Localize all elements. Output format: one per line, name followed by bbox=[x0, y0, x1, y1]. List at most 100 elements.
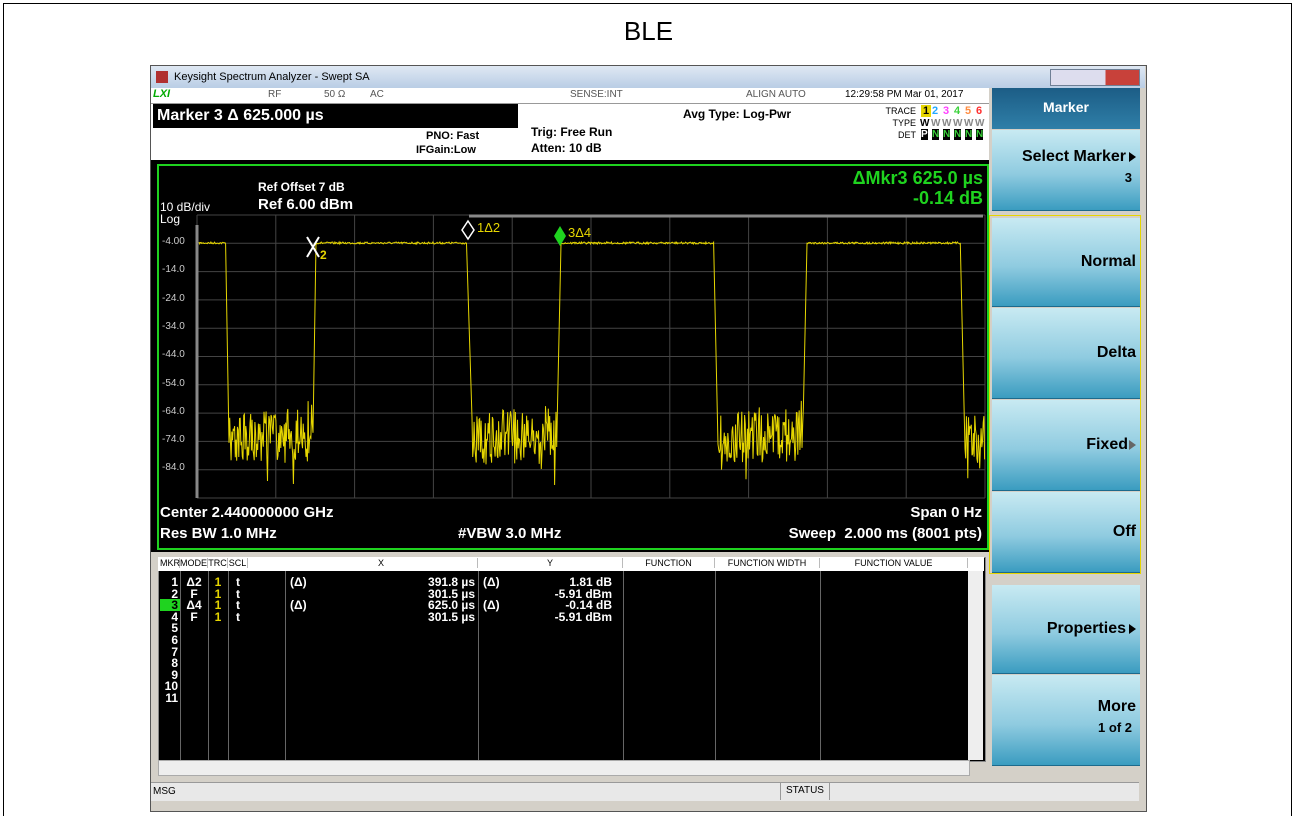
y-value: -0.14 dB bbox=[565, 598, 612, 613]
mode: Δ4 bbox=[186, 598, 202, 613]
trace-number: 5 bbox=[965, 105, 972, 117]
mkr: 3 bbox=[160, 599, 180, 612]
trace-det: N bbox=[976, 129, 984, 140]
vbw: #VBW 3.0 MHz bbox=[458, 525, 562, 542]
marker-3-label: 3Δ4 bbox=[568, 225, 592, 240]
log: Log bbox=[160, 212, 181, 226]
column-header: FUNCTION bbox=[623, 558, 715, 568]
type-label: TYPE bbox=[892, 118, 916, 128]
h-scrollbar[interactable] bbox=[158, 760, 970, 776]
softkey-arrow bbox=[1129, 152, 1136, 162]
window-controls[interactable] bbox=[1050, 69, 1140, 86]
trace-type: W bbox=[931, 118, 941, 129]
scl: t bbox=[236, 575, 240, 589]
mode: F bbox=[190, 609, 198, 624]
column-header: SCL bbox=[228, 558, 248, 568]
trc: 1 bbox=[214, 586, 222, 601]
softkey[interactable]: Select Marker 3 bbox=[992, 130, 1140, 211]
column-header: MODE bbox=[180, 558, 208, 568]
softkey[interactable]: Properties bbox=[992, 585, 1140, 674]
mkr: 10 bbox=[164, 679, 178, 694]
trace bbox=[198, 240, 986, 486]
coupling: AC bbox=[370, 89, 384, 100]
softkey[interactable]: Delta bbox=[992, 308, 1140, 399]
mkr: 1 bbox=[171, 575, 178, 589]
trace-number: 4 bbox=[954, 105, 961, 117]
ref-offset: Ref Offset 7 dB bbox=[258, 180, 345, 194]
y-tick-label: -74.0 bbox=[162, 434, 185, 446]
y-tick-label: -84.0 bbox=[162, 462, 185, 474]
y-tick-label: -4.00 bbox=[162, 236, 185, 247]
ref-level: Ref 6.00 dBm bbox=[258, 196, 354, 213]
mkr: 11 bbox=[165, 691, 178, 705]
trace-det: N bbox=[943, 129, 951, 140]
trace-det: N bbox=[965, 129, 973, 140]
softkey[interactable]: More 1 of 2 bbox=[992, 675, 1140, 766]
y-ref: (Δ) bbox=[483, 575, 500, 589]
x-value: 625.0 µs bbox=[428, 598, 475, 613]
align: ALIGN AUTO bbox=[746, 89, 806, 100]
det-label: DET bbox=[898, 130, 916, 140]
softkey[interactable]: Off bbox=[992, 492, 1140, 573]
y-tick-label: -44.0 bbox=[162, 349, 185, 361]
sweep: Sweep 2.000 ms (8001 pts) bbox=[788, 525, 982, 542]
column-divider bbox=[478, 571, 479, 760]
column-divider bbox=[208, 571, 209, 760]
softkey-arrow bbox=[1129, 624, 1136, 634]
trace-type: W bbox=[953, 118, 963, 129]
trace-type: W bbox=[964, 118, 974, 129]
v-scrollbar[interactable] bbox=[968, 571, 983, 760]
y-tick-label: -34.0 bbox=[162, 320, 185, 332]
softkey-label: Properties bbox=[1046, 620, 1126, 637]
trace-type: W bbox=[920, 118, 930, 129]
status-row bbox=[151, 88, 989, 104]
trc: 1 bbox=[214, 598, 222, 613]
column-header: FUNCTION WIDTH bbox=[715, 558, 820, 568]
column-divider bbox=[820, 571, 821, 760]
trace-type: W bbox=[942, 118, 952, 129]
trace-number: 1 bbox=[921, 105, 932, 117]
mkr: 5 bbox=[171, 621, 178, 636]
marker-1-label: 1Δ2 bbox=[477, 220, 501, 235]
trig: Trig: Free Run bbox=[531, 125, 613, 139]
mkr: 7 bbox=[171, 644, 178, 659]
column-header: MKR bbox=[160, 558, 180, 568]
softkey-group bbox=[989, 215, 1141, 574]
softkey-label: Off bbox=[1112, 523, 1136, 540]
trace-det: N bbox=[954, 129, 962, 140]
marker-shape bbox=[306, 236, 320, 258]
softkey-label: Select Marker bbox=[1021, 148, 1126, 165]
mkr: 4 bbox=[171, 609, 178, 624]
y-tick-label: -24.0 bbox=[162, 292, 185, 304]
trace-number: 3 bbox=[943, 105, 950, 117]
softkey-value: 1 of 2 bbox=[1098, 720, 1132, 735]
marker-2-label: 2 bbox=[320, 248, 327, 262]
ifgain: IFGain:Low bbox=[416, 144, 476, 156]
center: Center 2.440000000 GHz bbox=[160, 504, 334, 521]
column-divider bbox=[228, 571, 229, 760]
x-value: 391.8 µs bbox=[428, 575, 475, 589]
caption: BLE bbox=[623, 16, 674, 46]
datetime: 12:29:58 PM Mar 01, 2017 bbox=[845, 89, 964, 100]
softkey[interactable]: Fixed bbox=[992, 400, 1140, 491]
impedance: 50 Ω bbox=[324, 89, 346, 100]
scl: t bbox=[236, 609, 240, 624]
y-value: -5.91 dBm bbox=[554, 609, 612, 624]
softkey-label: Fixed bbox=[1086, 436, 1128, 453]
msg: MSG bbox=[153, 786, 176, 797]
active-marker: Marker 3 Δ 625.000 µs bbox=[153, 104, 518, 128]
y-value: 1.81 dB bbox=[569, 575, 612, 589]
softkey-label: Normal bbox=[1080, 253, 1136, 270]
trace-label: TRACE bbox=[885, 106, 916, 116]
delta-value: -0.14 dB bbox=[912, 188, 983, 208]
x-ref: (Δ) bbox=[290, 575, 307, 589]
column-divider bbox=[623, 571, 624, 760]
span: Span 0 Hz bbox=[910, 504, 982, 521]
app-icon bbox=[156, 71, 168, 83]
softkey[interactable]: Normal bbox=[992, 218, 1140, 307]
mkr: 2 bbox=[171, 586, 178, 601]
table-header bbox=[158, 557, 984, 571]
column-header: FUNCTION VALUE bbox=[820, 558, 968, 568]
column-header: X bbox=[285, 558, 478, 568]
y-value: -5.91 dBm bbox=[554, 586, 612, 601]
